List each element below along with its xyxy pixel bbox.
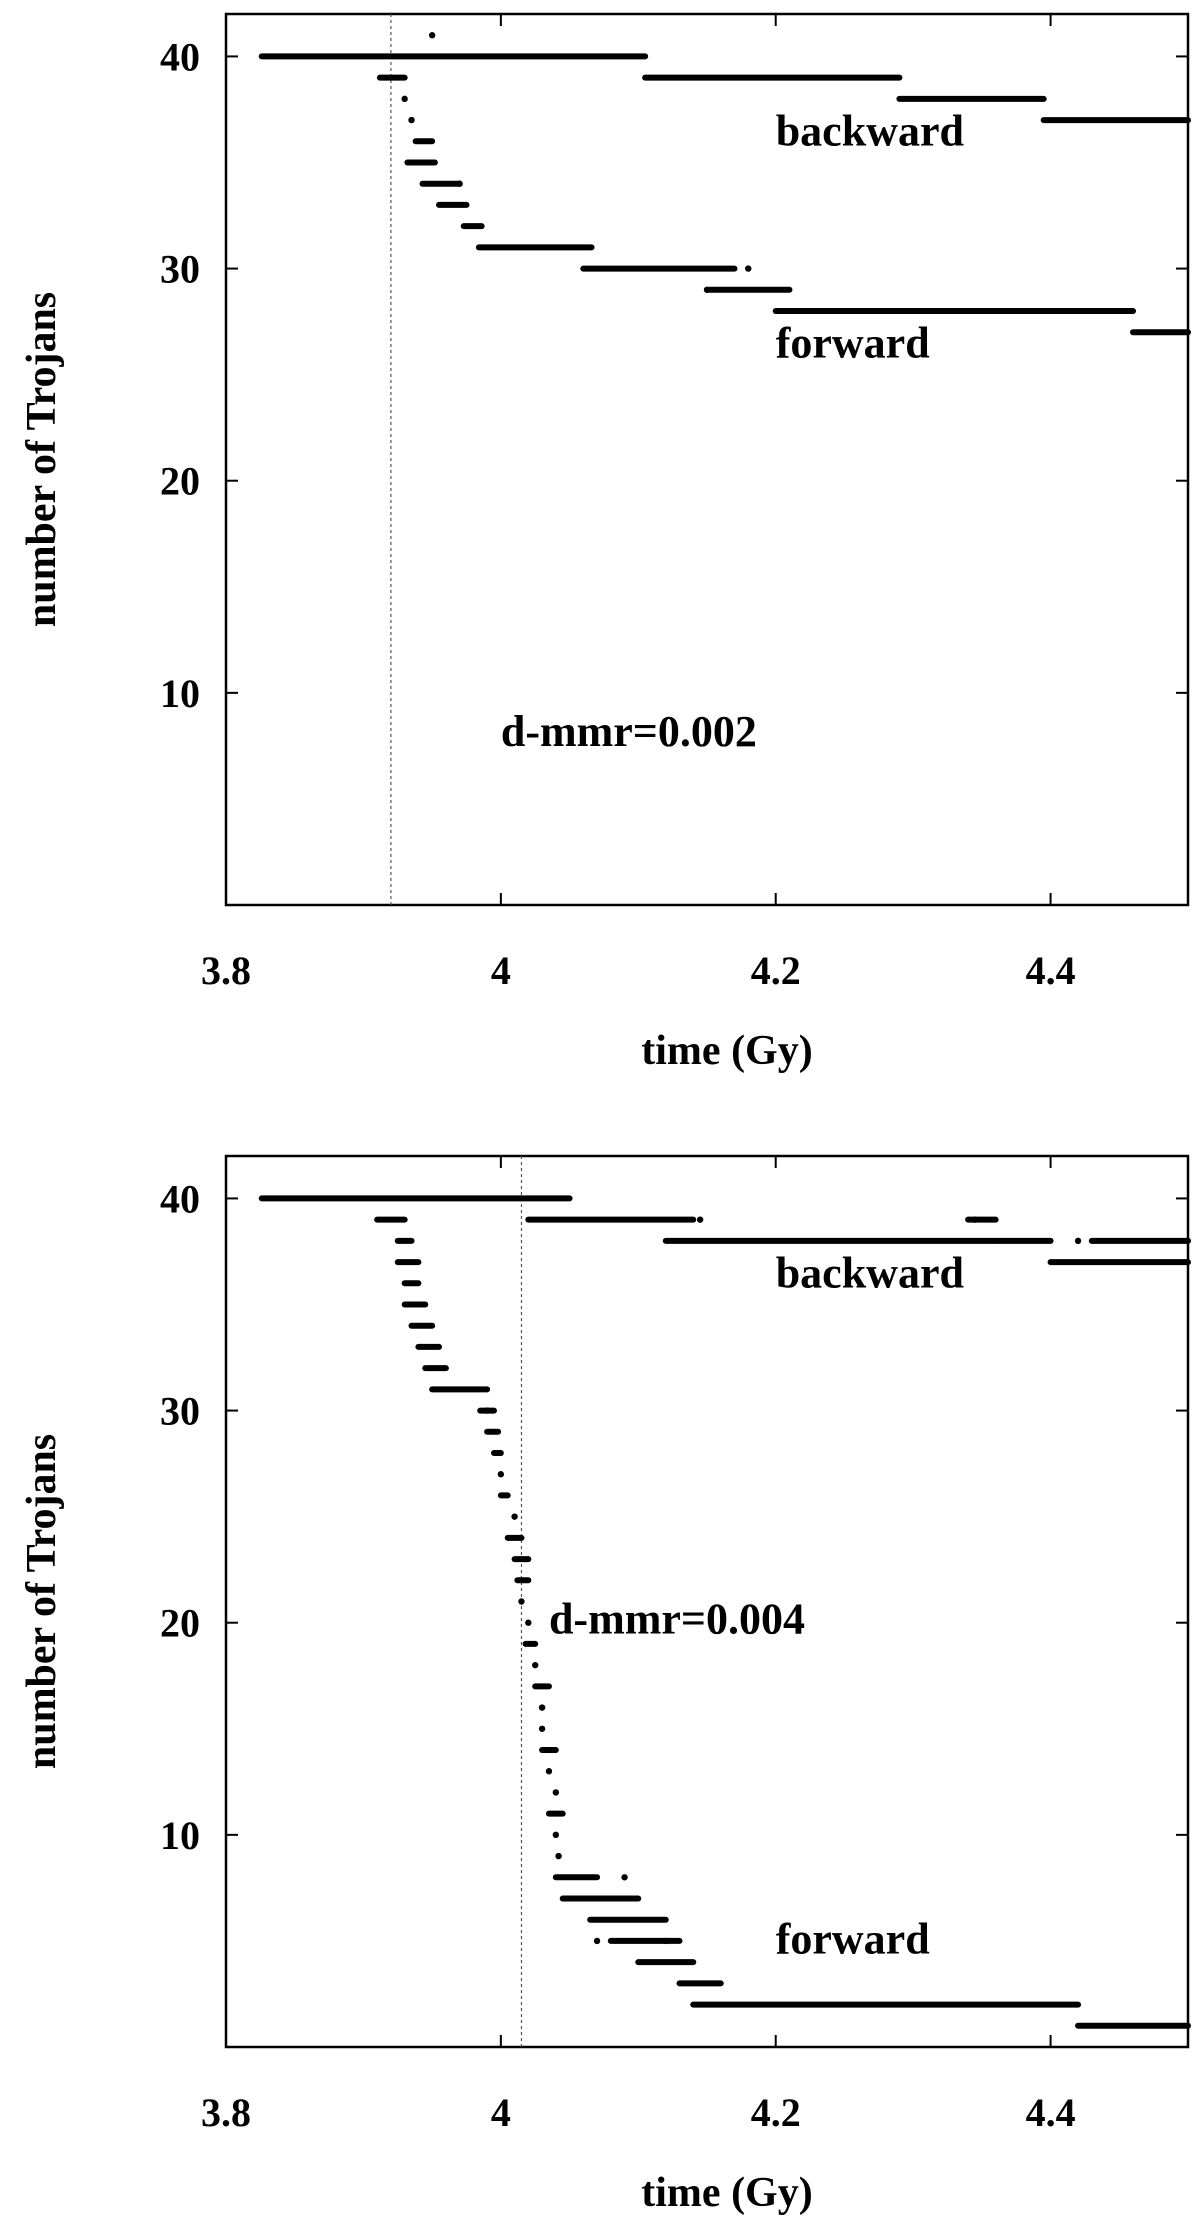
- forward-point: [532, 1661, 539, 1669]
- forward-point: [621, 1874, 628, 1881]
- forward-point: [511, 1513, 518, 1520]
- x-tick-label: 4: [491, 948, 511, 993]
- x-axis-title: time (Gy): [641, 1028, 812, 1074]
- backward-point: [428, 32, 436, 39]
- x-tick-label: 4.4: [1026, 2090, 1076, 2135]
- y-tick-label: 20: [160, 459, 200, 504]
- y-tick-label: 30: [160, 247, 200, 292]
- forward-point: [552, 1789, 560, 1796]
- forward-point: [593, 1937, 601, 1945]
- bottom-panel: 3.8 4 4.2 4.4 10 20 30 40 time (Gy) number of Tro…: [19, 1154, 1191, 2216]
- x-tick-label: 4.2: [751, 2090, 801, 2135]
- forward-point: [555, 1852, 562, 1860]
- annotation-backward: backward: [776, 1249, 964, 1298]
- forward-point: [401, 95, 408, 103]
- forward-point: [525, 1619, 532, 1626]
- annotation-d-mmr-0-002: d-mmr=0.002: [501, 707, 757, 756]
- forward-point: [538, 1704, 546, 1711]
- forward-point: [408, 116, 415, 124]
- annotation-backward: backward: [776, 107, 964, 156]
- x-tick-label: 4.4: [1026, 948, 1076, 993]
- x-tick-label: 4: [491, 2090, 511, 2135]
- backward-point: [971, 1216, 979, 1223]
- y-tick-label: 40: [160, 1176, 200, 1221]
- forward-point: [703, 286, 711, 293]
- backward-point: [1074, 1237, 1082, 1245]
- forward-point: [518, 1598, 525, 1605]
- forward-point: [545, 1768, 553, 1775]
- y-tick-label: 10: [160, 1813, 200, 1858]
- forward-point: [538, 1725, 546, 1732]
- forward-point: [497, 1471, 505, 1478]
- x-tick-label: 3.8: [201, 948, 251, 993]
- forward-point: [552, 1831, 560, 1839]
- y-tick-label: 30: [160, 1389, 200, 1434]
- forward-point: [483, 1407, 491, 1414]
- plot-frame: [224, 1154, 1190, 2049]
- y-tick-label: 10: [160, 671, 200, 716]
- annotation-forward: forward: [776, 319, 930, 368]
- x-tick-label: 3.8: [201, 2090, 251, 2135]
- forward-point: [456, 180, 463, 187]
- forward-point: [745, 265, 752, 272]
- annotation-forward: forward: [776, 1915, 930, 1964]
- y-axis-title: number of Trojans: [19, 1434, 65, 1769]
- annotation-d-mmr-0-004: d-mmr=0.004: [549, 1594, 805, 1643]
- forward-point: [662, 1937, 669, 1945]
- x-tick-label: 4.2: [751, 948, 801, 993]
- plot-frame: [224, 12, 1190, 907]
- x-axis-title: time (Gy): [641, 2170, 812, 2216]
- y-tick-label: 40: [160, 34, 200, 79]
- backward-point: [696, 1216, 704, 1223]
- top-panel: 3.8 4 4.2 4.4 10 20 30 40 time (Gy) number of Tro…: [19, 12, 1191, 1074]
- y-tick-label: 20: [160, 1601, 200, 1646]
- y-axis-title: number of Trojans: [19, 292, 65, 627]
